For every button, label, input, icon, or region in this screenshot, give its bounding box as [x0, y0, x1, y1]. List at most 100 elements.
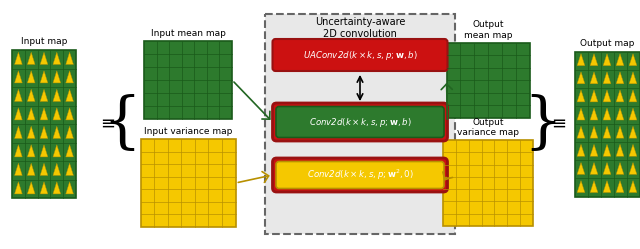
Polygon shape	[616, 90, 624, 102]
Polygon shape	[15, 126, 22, 138]
Polygon shape	[40, 182, 48, 194]
Polygon shape	[629, 181, 637, 192]
Polygon shape	[28, 89, 35, 101]
Polygon shape	[66, 182, 74, 194]
Polygon shape	[40, 89, 48, 101]
Polygon shape	[66, 163, 74, 176]
Polygon shape	[629, 72, 637, 84]
Polygon shape	[616, 108, 624, 120]
Polygon shape	[590, 108, 598, 120]
Text: Input map: Input map	[21, 37, 67, 46]
Text: Output map: Output map	[580, 39, 634, 48]
Polygon shape	[66, 71, 74, 83]
Polygon shape	[53, 89, 61, 101]
Bar	[141, 139, 236, 227]
Polygon shape	[590, 162, 598, 174]
Polygon shape	[40, 145, 48, 157]
Polygon shape	[15, 145, 22, 157]
Polygon shape	[629, 126, 637, 138]
Polygon shape	[603, 54, 611, 66]
Text: Input variance map: Input variance map	[144, 127, 232, 136]
Polygon shape	[629, 108, 637, 120]
Polygon shape	[603, 144, 611, 156]
Text: }: }	[524, 94, 563, 154]
Polygon shape	[53, 71, 61, 83]
Bar	[12, 50, 76, 198]
Bar	[144, 41, 232, 119]
Polygon shape	[590, 144, 598, 156]
Text: Output
variance map: Output variance map	[457, 118, 519, 137]
Polygon shape	[616, 126, 624, 138]
Polygon shape	[577, 72, 585, 84]
Polygon shape	[53, 145, 61, 157]
Text: UAConv2d$(k \times k, s, p; \mathbf{w}, b)$: UAConv2d$(k \times k, s, p; \mathbf{w}, …	[303, 49, 417, 62]
Polygon shape	[40, 52, 48, 64]
Polygon shape	[577, 90, 585, 102]
Polygon shape	[28, 71, 35, 83]
FancyBboxPatch shape	[276, 107, 444, 137]
Text: Uncertainty-aware
2D convolution: Uncertainty-aware 2D convolution	[315, 17, 405, 39]
Polygon shape	[603, 126, 611, 138]
Polygon shape	[603, 162, 611, 174]
Text: ≡: ≡	[552, 115, 566, 133]
Polygon shape	[40, 71, 48, 83]
Polygon shape	[616, 54, 624, 66]
Polygon shape	[629, 162, 637, 174]
Polygon shape	[28, 145, 35, 157]
Polygon shape	[66, 89, 74, 101]
Polygon shape	[577, 144, 585, 156]
Polygon shape	[66, 126, 74, 138]
Polygon shape	[577, 126, 585, 138]
Text: ≡: ≡	[100, 115, 116, 133]
Polygon shape	[590, 90, 598, 102]
Polygon shape	[40, 126, 48, 138]
Polygon shape	[15, 52, 22, 64]
Polygon shape	[66, 108, 74, 120]
Bar	[443, 140, 533, 226]
FancyBboxPatch shape	[273, 103, 447, 141]
Polygon shape	[577, 108, 585, 120]
Polygon shape	[590, 181, 598, 192]
Polygon shape	[15, 89, 22, 101]
Polygon shape	[577, 54, 585, 66]
Polygon shape	[40, 108, 48, 120]
Polygon shape	[53, 163, 61, 176]
Polygon shape	[590, 126, 598, 138]
Polygon shape	[15, 163, 22, 176]
Polygon shape	[603, 90, 611, 102]
Polygon shape	[603, 108, 611, 120]
Polygon shape	[616, 162, 624, 174]
Polygon shape	[66, 145, 74, 157]
Polygon shape	[66, 52, 74, 64]
Polygon shape	[28, 52, 35, 64]
Polygon shape	[629, 54, 637, 66]
Polygon shape	[15, 182, 22, 194]
Polygon shape	[603, 181, 611, 192]
Polygon shape	[15, 108, 22, 120]
Polygon shape	[629, 144, 637, 156]
Polygon shape	[28, 126, 35, 138]
Polygon shape	[616, 181, 624, 192]
Polygon shape	[28, 108, 35, 120]
Polygon shape	[53, 108, 61, 120]
FancyBboxPatch shape	[273, 39, 447, 71]
Bar	[265, 14, 455, 234]
Polygon shape	[28, 163, 35, 176]
Bar	[575, 52, 639, 196]
FancyBboxPatch shape	[276, 162, 444, 188]
Polygon shape	[603, 72, 611, 84]
Bar	[447, 43, 529, 118]
Polygon shape	[28, 182, 35, 194]
Text: Output
mean map: Output mean map	[464, 20, 512, 40]
Text: Conv2d$(k \times k, s, p; \mathbf{w}^2, 0)$: Conv2d$(k \times k, s, p; \mathbf{w}^2, …	[307, 168, 413, 182]
Polygon shape	[590, 72, 598, 84]
Polygon shape	[577, 181, 585, 192]
Polygon shape	[40, 163, 48, 176]
Text: Conv2d$(k \times k, s, p; \mathbf{w}, b)$: Conv2d$(k \times k, s, p; \mathbf{w}, b)…	[308, 116, 412, 128]
Text: {: {	[102, 94, 141, 154]
Polygon shape	[577, 162, 585, 174]
Polygon shape	[53, 126, 61, 138]
Polygon shape	[53, 182, 61, 194]
Polygon shape	[616, 144, 624, 156]
Polygon shape	[590, 54, 598, 66]
